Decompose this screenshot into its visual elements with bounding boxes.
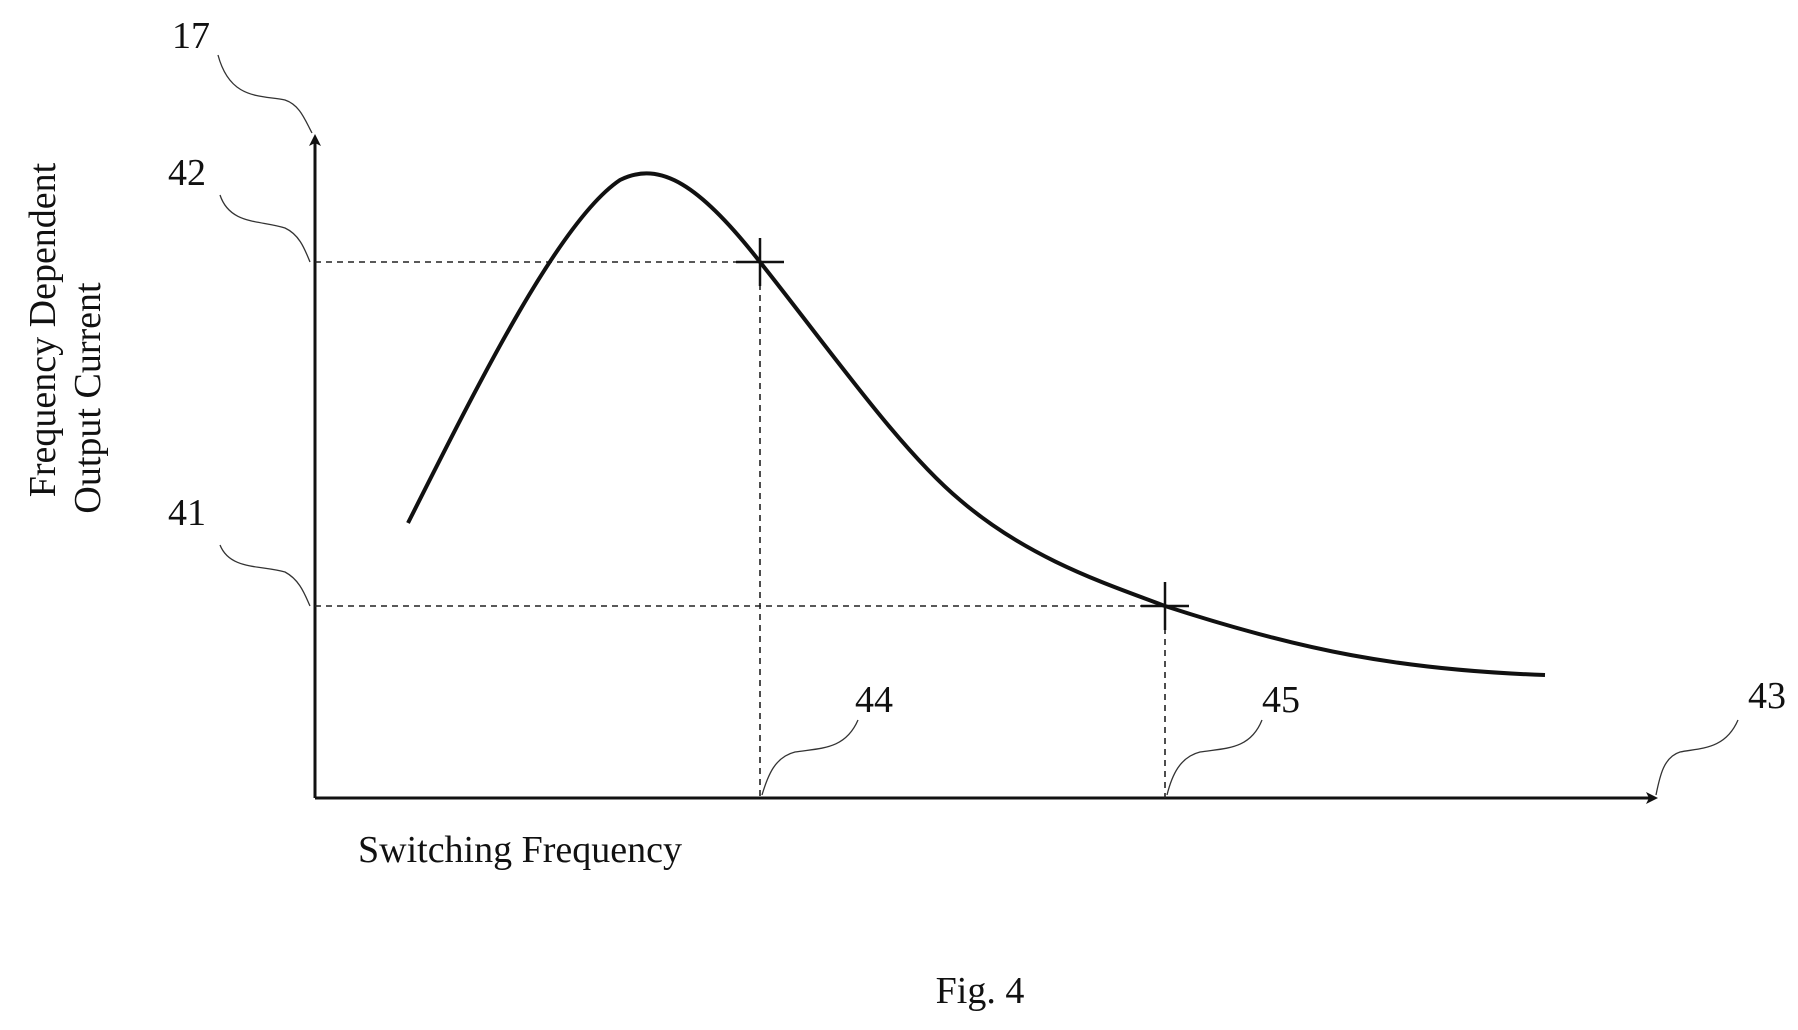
leader-45: [1166, 719, 1263, 796]
leader-44: [761, 719, 859, 796]
operating-point-marker-a: [736, 238, 784, 286]
ref-41: 41: [168, 492, 206, 534]
output-current-curve: [406, 171, 1546, 677]
leader-43: [1655, 719, 1739, 796]
leader-42: [219, 194, 311, 263]
ref-17: 17: [172, 15, 210, 57]
ref-44: 44: [855, 679, 893, 721]
ref-42: 42: [168, 152, 206, 194]
ref-43: 43: [1748, 675, 1786, 717]
leader-17: [217, 54, 313, 134]
y-axis-label-line2: Output Current: [67, 282, 109, 514]
ref-45: 45: [1262, 679, 1300, 721]
y-axis-label-line1: Frequency Dependent: [22, 162, 64, 497]
x-axis-label: Switching Frequency: [358, 829, 682, 871]
leader-41: [219, 544, 311, 607]
operating-point-marker-b: [1141, 582, 1189, 630]
figure-caption: Fig. 4: [936, 970, 1025, 1012]
